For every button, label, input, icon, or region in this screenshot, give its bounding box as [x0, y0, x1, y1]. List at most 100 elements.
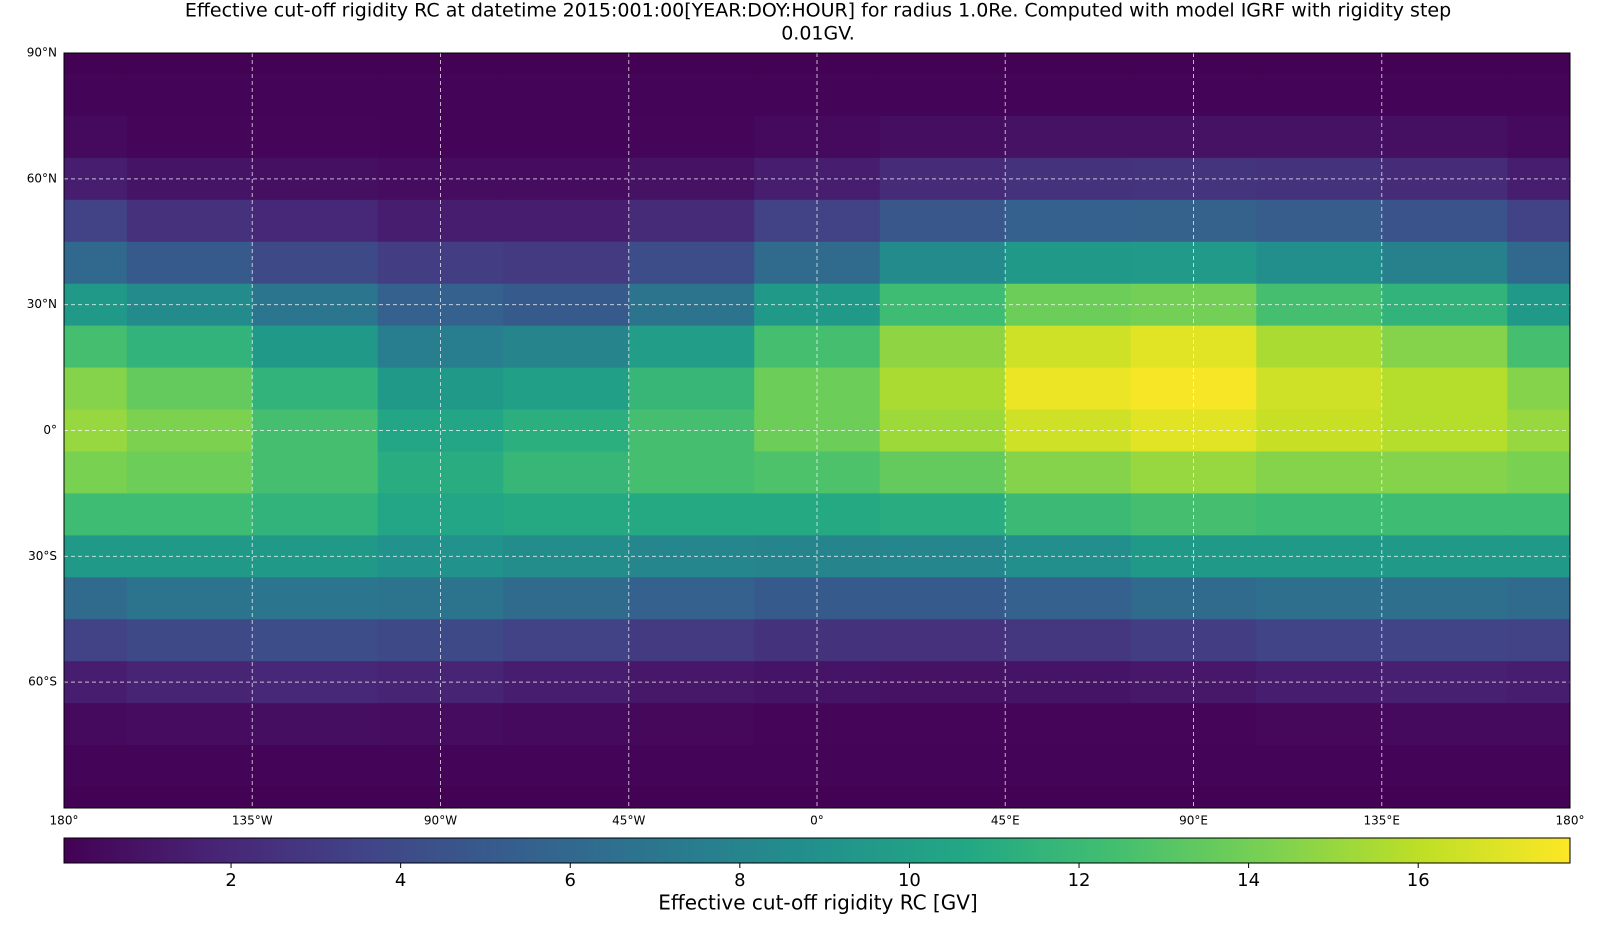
heatmap-cell: [126, 577, 253, 620]
heatmap-cell: [64, 703, 128, 746]
heatmap-cell: [879, 115, 1006, 159]
heatmap-cell: [754, 409, 881, 452]
heatmap-cell: [503, 409, 630, 452]
heatmap-cell: [1507, 325, 1571, 369]
heatmap-cell: [879, 577, 1006, 620]
heatmap-cell: [1130, 451, 1257, 494]
heatmap-cell: [252, 409, 379, 452]
colorbar: [63, 837, 1571, 864]
heatmap-cell: [64, 367, 128, 411]
heatmap-cell: [64, 577, 128, 620]
heatmap-cell: [252, 115, 379, 159]
heatmap-cell: [252, 451, 379, 494]
heatmap-cell: [1381, 451, 1508, 494]
heatmap-cell: [628, 53, 755, 75]
heatmap-cell: [503, 703, 630, 746]
heatmap-cell: [1256, 53, 1383, 75]
heatmap-cell: [503, 367, 630, 411]
heatmap-cell: [1005, 787, 1132, 809]
heatmap-cell: [1005, 115, 1132, 159]
heatmap-cell: [1507, 367, 1571, 411]
heatmap-cell: [1507, 157, 1571, 201]
heatmap-cell: [1381, 325, 1508, 369]
heatmap-cell: [503, 115, 630, 159]
heatmap-cell: [628, 661, 755, 704]
heatmap-cell: [1507, 241, 1571, 285]
x-tick-label: 90°W: [424, 814, 457, 828]
colorbar-tick-label: 4: [395, 870, 406, 891]
colorbar-tick-label: 6: [565, 870, 576, 891]
heatmap-cell: [1381, 53, 1508, 75]
heatmap-cell: [879, 325, 1006, 369]
heatmap-cell: [1381, 703, 1508, 746]
heatmap-cell: [879, 367, 1006, 411]
heatmap-cell: [126, 787, 253, 809]
heatmap-cell: [252, 199, 379, 243]
heatmap-cell: [503, 535, 630, 578]
heatmap-cell: [503, 157, 630, 201]
heatmap-cell: [377, 661, 504, 704]
heatmap-cell: [64, 241, 128, 285]
heatmap-cell: [1005, 703, 1132, 746]
heatmap-cell: [1507, 619, 1571, 662]
heatmap-cell: [1256, 493, 1383, 536]
heatmap-cell: [126, 745, 253, 788]
heatmap-cell: [1507, 703, 1571, 746]
heatmap-cell: [1256, 451, 1383, 494]
heatmap-cell: [64, 73, 128, 117]
heatmap-cell: [1130, 577, 1257, 620]
heatmap-cell: [754, 367, 881, 411]
heatmap-cell: [1381, 115, 1508, 159]
heatmap-cell: [628, 703, 755, 746]
x-tick-label: 135°W: [232, 814, 273, 828]
heatmap-cell: [252, 157, 379, 201]
heatmap-cell: [1256, 73, 1383, 117]
y-tick-label: 30°N: [27, 297, 57, 311]
heatmap-cell: [252, 283, 379, 327]
heatmap-cell: [1256, 115, 1383, 159]
heatmap-cell: [252, 367, 379, 411]
heatmap-cell: [1005, 619, 1132, 662]
heatmap-cell: [64, 451, 128, 494]
heatmap-cell: [1256, 619, 1383, 662]
heatmap-cell: [1507, 199, 1571, 243]
heatmap-cell: [1256, 745, 1383, 788]
heatmap-cell: [1005, 73, 1132, 117]
heatmap-cell: [377, 619, 504, 662]
heatmap-cell: [1256, 787, 1383, 809]
heatmap-cell: [628, 451, 755, 494]
heatmap-cell: [1381, 199, 1508, 243]
heatmap-cell: [64, 325, 128, 369]
heatmap-cell: [64, 53, 128, 75]
heatmap-cell: [628, 73, 755, 117]
heatmap-cell: [1507, 577, 1571, 620]
heatmap-cell: [628, 157, 755, 201]
x-tick-label: 180°: [1556, 814, 1585, 828]
plot-frame: [63, 52, 1571, 809]
heatmap-cell: [503, 199, 630, 243]
y-tick-label: 90°N: [27, 46, 57, 60]
heatmap-cell: [879, 787, 1006, 809]
heatmap-cell: [1507, 409, 1571, 452]
heatmap-cell: [126, 283, 253, 327]
heatmap-cell: [879, 451, 1006, 494]
heatmap-cell: [503, 73, 630, 117]
heatmap-cell: [126, 241, 253, 285]
heatmap-cell: [64, 199, 128, 243]
heatmap-cell: [1130, 493, 1257, 536]
heatmap-cell: [1130, 367, 1257, 411]
heatmap-cell: [879, 199, 1006, 243]
heatmap-cell: [252, 73, 379, 117]
heatmap-cell: [126, 115, 253, 159]
heatmap-cell: [628, 577, 755, 620]
heatmap-cell: [503, 619, 630, 662]
heatmap-cell: [377, 535, 504, 578]
heatmap-cell: [126, 661, 253, 704]
x-tick-label: 0°: [810, 814, 824, 828]
heatmap-cell: [1005, 367, 1132, 411]
heatmap-cell: [252, 745, 379, 788]
heatmap-cell: [503, 493, 630, 536]
heatmap-cell: [377, 577, 504, 620]
heatmap-cell: [1507, 787, 1571, 809]
heatmap-cell: [252, 661, 379, 704]
